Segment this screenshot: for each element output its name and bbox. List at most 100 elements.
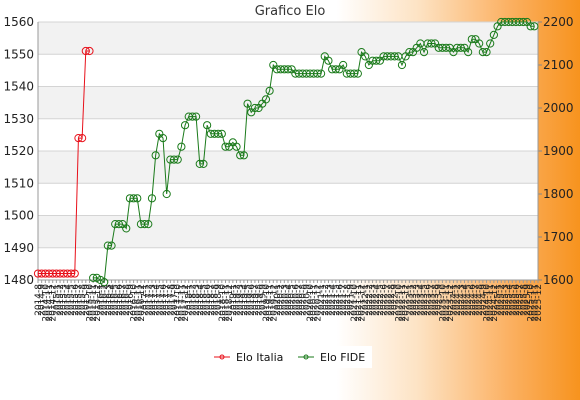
data-point-elo-fide[interactable] [133,194,142,203]
data-point-elo-fide[interactable] [177,142,186,151]
data-point-elo-fide[interactable] [217,129,226,138]
data-point-elo-italia[interactable] [81,46,90,56]
data-point-elo-italia[interactable] [74,134,83,143]
data-point-elo-fide[interactable] [530,22,539,31]
data-point-elo-fide[interactable] [232,142,241,151]
data-point-elo-fide[interactable] [331,65,340,74]
x-tick-label: 2025-3 [501,284,511,316]
data-point-elo-fide[interactable] [103,241,112,250]
data-point-elo-fide[interactable] [519,17,528,27]
x-tick-label: 2019-10 [262,284,272,322]
left-tick-label: 1520 [3,144,34,158]
data-point-elo-fide[interactable] [265,86,274,95]
x-tick-label: 2020-7 [295,284,305,316]
x-tick-label: 2020-9 [302,284,312,316]
data-point-elo-fide[interactable] [180,121,190,130]
data-point-elo-fide[interactable] [339,60,348,70]
x-tick-label: 2015-8 [78,284,88,316]
x-tick-label: 2020-12 [313,284,323,322]
data-point-elo-fide[interactable] [353,69,362,78]
x-tick-label: 2018-9 [214,284,224,316]
data-point-elo-fide[interactable] [203,121,212,130]
data-point-elo-fide[interactable] [313,69,322,78]
data-point-elo-fide[interactable] [107,241,116,250]
data-point-elo-fide[interactable] [140,220,149,229]
data-point-elo-fide[interactable] [478,48,487,57]
data-point-elo-fide[interactable] [100,278,109,287]
x-tick-label: 2019-8 [255,284,265,316]
data-point-elo-fide[interactable] [261,95,271,104]
data-point-elo-fide[interactable] [316,69,326,78]
data-point-elo-fide[interactable] [486,39,495,48]
data-point-elo-fide[interactable] [195,159,204,168]
x-tick-label: 2025-1 [494,284,504,316]
legend-marker-elo-fide [303,354,309,360]
data-point-elo-fide[interactable] [361,52,370,61]
x-tick-label: 2024-6 [468,284,478,316]
data-point-elo-fide[interactable] [151,151,160,160]
x-tick-label: 2015-11 [89,284,99,322]
x-tick-label: 2015-9 [82,284,92,316]
data-point-elo-italia[interactable] [66,269,76,278]
left-tick-label: 1500 [3,209,34,223]
x-tick-label: 2024-10 [483,284,493,322]
left-tick-label: 1490 [3,241,34,255]
legend[interactable]: Elo Italia Elo FIDE [208,346,372,368]
data-point-elo-fide[interactable] [250,103,260,113]
x-tick-label: 2018-4 [196,284,206,316]
data-point-elo-fide[interactable] [526,22,535,31]
x-tick-label: 2016-3 [104,284,114,316]
data-point-elo-fide[interactable] [350,69,359,78]
legend-marker-elo-italia [219,354,225,360]
data-point-elo-fide[interactable] [475,39,484,48]
data-point-elo-italia[interactable] [85,46,94,56]
data-point-elo-fide[interactable] [188,112,197,121]
left-tick-label: 1550 [3,47,34,61]
data-point-elo-fide[interactable] [283,65,293,74]
data-point-elo-fide[interactable] [173,155,182,164]
data-point-elo-fide[interactable] [243,99,252,108]
data-point-elo-italia[interactable] [70,269,79,278]
right-tick-label: 1700 [543,230,574,244]
data-point-elo-fide[interactable] [214,129,223,138]
x-tick-label: 2017-8 [166,284,176,316]
x-tick-label: 2021-11 [354,284,364,322]
data-point-elo-fide[interactable] [191,112,201,121]
data-point-elo-fide[interactable] [419,48,429,57]
data-point-elo-fide[interactable] [162,189,171,199]
data-point-elo-fide[interactable] [324,56,333,65]
data-point-elo-fide[interactable] [114,220,123,229]
data-point-elo-fide[interactable] [456,43,465,52]
data-point-elo-fide[interactable] [199,159,208,168]
x-tick-label: 2018-2 [188,284,198,316]
x-tick-label: 2024-8 [475,284,485,316]
x-tick-label: 2018-1 [185,284,195,316]
data-point-elo-fide[interactable] [441,43,451,52]
data-point-elo-fide[interactable] [464,48,473,57]
data-point-elo-fide[interactable] [427,39,436,48]
data-point-elo-fide[interactable] [236,151,245,160]
data-point-elo-fide[interactable] [169,155,179,164]
data-point-elo-fide[interactable] [372,56,381,65]
x-tick-label: 2022-9 [391,284,401,316]
x-tick-label: 2019-5 [244,284,254,316]
x-tick-label: 2022-10 [394,284,404,322]
data-point-elo-fide[interactable] [221,142,230,151]
data-point-elo-fide[interactable] [489,30,498,40]
data-point-elo-fide[interactable] [390,52,399,61]
data-point-elo-fide[interactable] [467,35,476,44]
data-point-elo-fide[interactable] [122,224,131,233]
data-point-elo-fide[interactable] [144,220,153,229]
legend-label-elo-fide[interactable]: Elo FIDE [320,351,365,364]
legend-label-elo-italia[interactable]: Elo Italia [236,351,283,364]
data-point-elo-fide[interactable] [405,48,414,57]
data-point-elo-fide[interactable] [89,273,98,282]
data-point-elo-fide[interactable] [397,60,407,70]
data-point-elo-italia[interactable] [78,134,87,143]
x-tick-label: 2023-3 [413,284,423,316]
data-point-elo-fide[interactable] [129,194,138,203]
data-point-elo-fide[interactable] [147,194,157,203]
data-point-elo-fide[interactable] [158,134,168,143]
data-point-elo-fide[interactable] [482,48,491,57]
data-point-elo-fide[interactable] [239,151,248,160]
